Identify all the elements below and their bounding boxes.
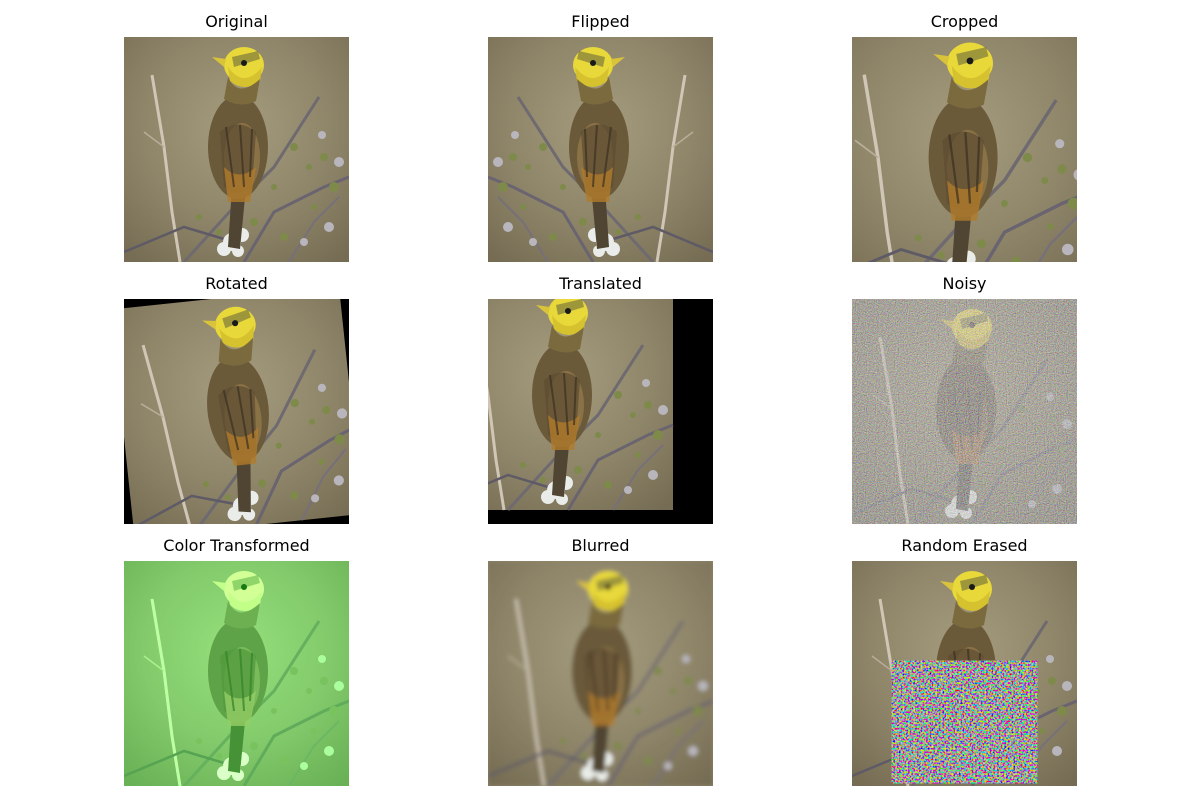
- bird-photo-erased-icon: [852, 561, 1077, 786]
- bird-photo-blurred-icon: [488, 561, 713, 786]
- panel-title: Noisy: [942, 274, 987, 293]
- bird-photo-flipped-icon: [488, 37, 713, 262]
- panel-title: Original: [205, 12, 268, 31]
- bird-photo-rotated-icon: [124, 299, 349, 524]
- bird-photo-translated-icon: [488, 299, 713, 524]
- panel-title: Cropped: [930, 12, 999, 31]
- bird-photo-cropped-icon: [852, 37, 1077, 262]
- panel-title: Translated: [559, 274, 642, 293]
- panel-title: Blurred: [571, 536, 630, 555]
- panel-title: Random Erased: [901, 536, 1028, 555]
- bird-photo-noisy-icon: [852, 299, 1077, 524]
- erased-patch: [904, 671, 1025, 773]
- panel-title: Rotated: [205, 274, 268, 293]
- panel-title: Color Transformed: [163, 536, 310, 555]
- bird-photo-color-icon: [124, 561, 349, 786]
- panel-title: Flipped: [571, 12, 630, 31]
- bird-photo-icon: [124, 37, 349, 262]
